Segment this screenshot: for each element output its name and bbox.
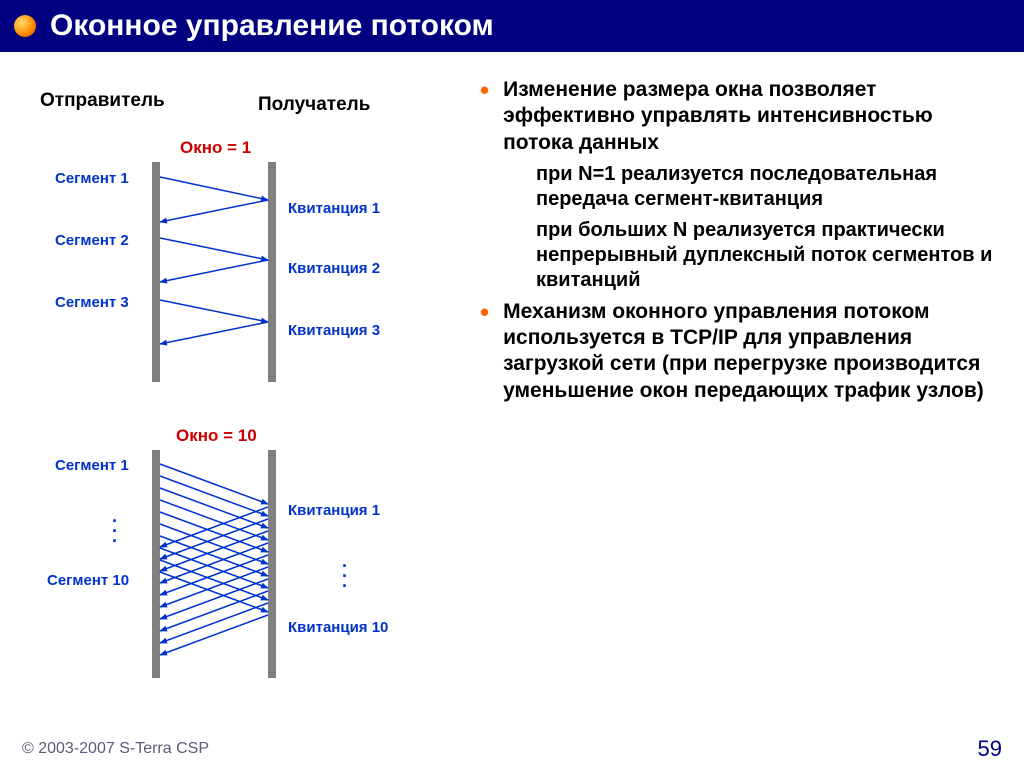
ack-label: Квитанция 2 <box>288 260 380 277</box>
segment-label: Сегмент 3 <box>55 294 129 311</box>
ack-label: Квитанция 1 <box>288 200 380 217</box>
segment-label: Сегмент 1 <box>55 170 129 187</box>
bullet-text: Изменение размера окна позволяет эффекти… <box>503 77 994 156</box>
copyright: © 2003-2007 S-Terra CSP <box>22 740 209 758</box>
ack-label: Квитанция 1 <box>288 502 380 519</box>
title-bullet-icon <box>14 15 36 37</box>
content-area: Отправитель Получатель Окно = 1 Окно = 1… <box>0 52 1024 730</box>
title-bar: Оконное управление потоком <box>0 0 1024 52</box>
bullet-level2: при больших N реализуется практически не… <box>536 218 994 293</box>
segment-label: Сегмент 10 <box>47 572 129 589</box>
bullet-text: Механизм оконного управления потоком исп… <box>503 299 994 404</box>
text-column: •Изменение размера окна позволяет эффект… <box>470 52 1024 730</box>
diagram-column: Отправитель Получатель Окно = 1 Окно = 1… <box>0 52 470 730</box>
bullet-dot-icon: • <box>480 299 489 404</box>
ack-label: Квитанция 3 <box>288 322 380 339</box>
ellipsis-dots: ... <box>112 512 119 542</box>
bullet-level1: •Механизм оконного управления потоком ис… <box>480 299 994 404</box>
diagram-svg <box>0 52 470 732</box>
ellipsis-dots: ... <box>342 557 349 587</box>
slide-title: Оконное управление потоком <box>50 9 494 43</box>
page-number: 59 <box>978 736 1002 762</box>
footer: © 2003-2007 S-Terra CSP 59 <box>0 730 1024 768</box>
segment-label: Сегмент 1 <box>55 457 129 474</box>
bullet-level1: •Изменение размера окна позволяет эффект… <box>480 77 994 156</box>
ack-label: Квитанция 10 <box>288 619 388 636</box>
bullet-level2: при N=1 реализуется последовательная пер… <box>536 162 994 212</box>
segment-label: Сегмент 2 <box>55 232 129 249</box>
bullet-dot-icon: • <box>480 77 489 156</box>
